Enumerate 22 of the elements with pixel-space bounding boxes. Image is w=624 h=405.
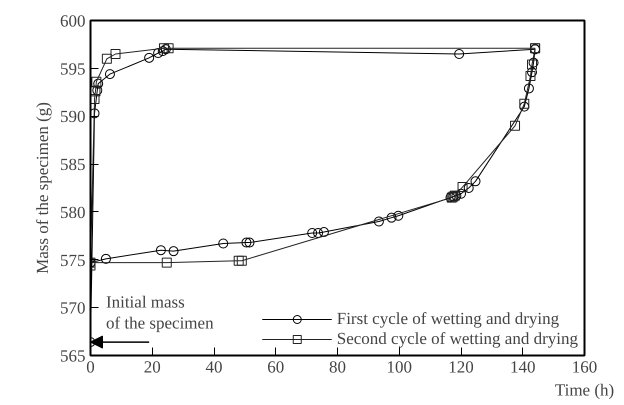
y-axis-title: Mass of the specimen (g) (33, 102, 52, 274)
x-tick-label: 100 (386, 358, 412, 376)
y-tick-label: 575 (60, 250, 86, 270)
legend-label: Second cycle of wetting and drying (336, 329, 578, 349)
x-tick-label: 140 (510, 358, 536, 376)
y-tick-label: 600 (60, 12, 86, 30)
x-tick-label: 80 (329, 358, 346, 376)
x-tick-label: 40 (206, 358, 222, 376)
x-tick-label: 120 (448, 358, 474, 376)
y-tick-label: 595 (60, 59, 86, 78)
x-tick-label: 0 (86, 358, 95, 376)
y-tick-label: 590 (60, 107, 86, 126)
legend-label: First cycle of wetting and drying (336, 309, 560, 329)
y-tick-label: 585 (60, 155, 86, 174)
y-tick-label: 565 (60, 346, 86, 366)
x-axis-title: Time (h) (554, 380, 614, 400)
x-tick-label: 160 (572, 358, 598, 376)
x-tick-label: 20 (144, 358, 161, 376)
x-tick-label: 60 (267, 358, 284, 376)
y-tick-label: 580 (60, 202, 86, 222)
annotation: Initial mass of the specimen (106, 292, 214, 333)
y-tick-label: 570 (60, 298, 86, 318)
